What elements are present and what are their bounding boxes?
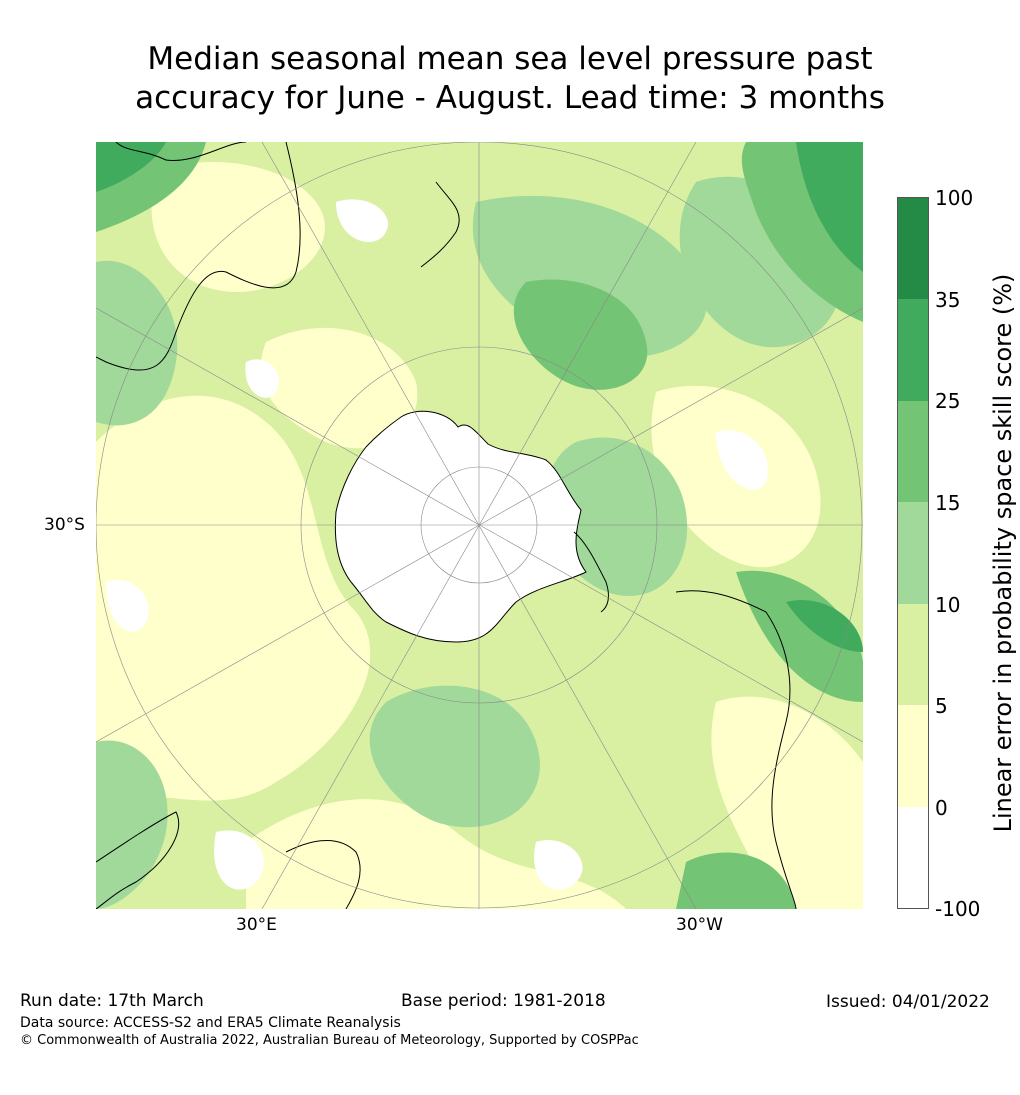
antarctica: [334, 410, 587, 643]
patch-white-6: [534, 840, 583, 890]
coast-tierra-fuego: [573, 531, 609, 613]
colorbar-tick-100: 100: [935, 186, 974, 210]
graticule: [96, 142, 863, 909]
colorbar-segment-5-10: [898, 603, 928, 706]
patch-dark-nw: [96, 142, 166, 192]
colorbar-tick-5: 5: [935, 694, 948, 718]
meridian-60w: [261, 142, 697, 909]
title-line-2: accuracy for June - August. Lead time: 3…: [135, 80, 885, 116]
coastlines: [96, 142, 797, 909]
colorbar-tick-15: 15: [935, 491, 961, 515]
colorbar-segment-neg100-0: [898, 806, 928, 908]
patch-white-4: [106, 580, 149, 632]
patch-white-3: [716, 430, 768, 490]
coast-australia: [96, 142, 301, 371]
data-source: Data source: ACCESS-S2 and ERA5 Climate …: [20, 1015, 401, 1031]
patch-white-2: [336, 199, 388, 242]
colorbar: [897, 197, 929, 909]
title-line-1: Median seasonal mean sea level pressure …: [147, 41, 873, 77]
colorbar-tick-0: 0: [935, 796, 948, 820]
colorbar-tick-35: 35: [935, 288, 961, 312]
colorbar-segment-10-15: [898, 502, 928, 604]
copyright: © Commonwealth of Australia 2022, Austra…: [20, 1033, 639, 1048]
patch-pale-west: [96, 395, 371, 802]
patch-mid-east: [546, 437, 688, 596]
lat-label-30s: 30°S: [44, 515, 85, 535]
patch-mid-west: [96, 260, 178, 426]
colorbar-tick-neg100: -100: [935, 897, 981, 921]
colorbar-label: Linear error in probability space skill …: [989, 273, 1017, 833]
patch-green-north: [513, 279, 648, 390]
run-date: Run date: 17th March: [20, 991, 204, 1011]
patch-dark-east: [786, 600, 863, 652]
coast-madagascar: [285, 839, 361, 909]
coast-new-zealand: [420, 181, 460, 268]
patch-green-se: [676, 852, 796, 909]
colorbar-segment-35-100: [898, 198, 928, 300]
patch-dark-ne: [796, 142, 863, 272]
coast-south-america: [675, 590, 797, 909]
patch-white-5: [214, 830, 264, 890]
lon-label-30e: 30°E: [236, 915, 277, 935]
chart-title: Median seasonal mean sea level pressure …: [0, 40, 1020, 118]
colorbar-segment-15-25: [898, 400, 928, 503]
colorbar-tick-10: 10: [935, 593, 961, 617]
issued-date: Issued: 04/01/2022: [826, 992, 990, 1012]
colorbar-segment-0-5: [898, 705, 928, 807]
polar-map: [96, 142, 863, 909]
lon-label-30w: 30°W: [676, 915, 723, 935]
patch-green-east: [736, 570, 863, 702]
coast-africa-tip: [96, 811, 180, 909]
patch-pale-south: [246, 799, 626, 909]
base-period: Base period: 1981-2018: [401, 991, 606, 1011]
colorbar-segment-25-35: [898, 299, 928, 401]
patch-mid-south: [369, 685, 540, 828]
colorbar-tick-25: 25: [935, 389, 961, 413]
patch-white-1: [245, 359, 279, 398]
patch-pale-center: [260, 327, 418, 449]
patch-mid-sw: [96, 740, 168, 909]
skill-patches: [96, 142, 863, 909]
